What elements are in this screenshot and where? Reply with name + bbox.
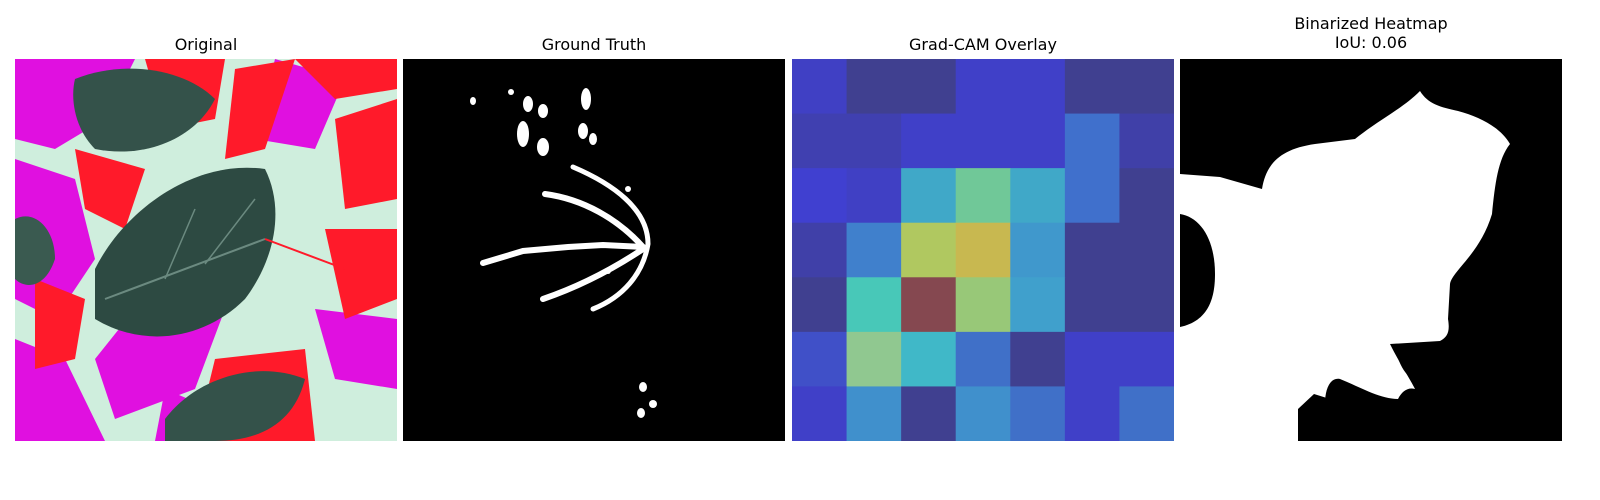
gradcam-cell [1064,222,1120,278]
ground-truth-mask [403,59,785,441]
gradcam-cell [901,222,957,278]
gradcam-cell [1010,59,1066,115]
gradcam-heatmap [792,59,1174,441]
iou-score-label: IoU: 0.06 [1334,33,1408,52]
gradcam-cell [1010,331,1066,387]
gradcam-cell [846,168,902,224]
gradcam-cell [1010,277,1066,333]
gradcam-cell [901,59,957,115]
gradcam-cell [901,331,957,387]
gradcam-cell [792,386,848,441]
gradcam-cell [1010,386,1066,441]
gradcam-cell [792,59,848,115]
gradcam-cell [1119,386,1174,441]
panel-title-original: Original [174,35,238,54]
gradcam-cell [792,277,848,333]
gradcam-cell [792,168,848,224]
gradcam-cell [901,386,957,441]
gradcam-cell [955,59,1011,115]
binarized-heatmap-mask [1180,59,1562,441]
panel-title-ground-truth: Ground Truth [541,35,647,54]
gradcam-cell [1119,222,1174,278]
gradcam-cell [1010,113,1066,169]
gradcam-cell [1119,59,1174,115]
gradcam-cell [955,168,1011,224]
gradcam-cell [1064,386,1120,441]
gradcam-cell [901,277,957,333]
gradcam-cell [955,331,1011,387]
gradcam-cell [846,331,902,387]
gradcam-cell [1119,277,1174,333]
gradcam-cell [955,277,1011,333]
gradcam-cell [901,113,957,169]
original-leaf-image [15,59,397,441]
gradcam-cell [1010,222,1066,278]
gradcam-cell [955,386,1011,441]
gradcam-cell [1064,168,1120,224]
gradcam-cell [955,113,1011,169]
gradcam-cell [1119,113,1174,169]
binarized-title-text: Binarized Heatmap [1294,14,1448,33]
gradcam-cell [846,222,902,278]
panel-title-gradcam-overlay: Grad-CAM Overlay [909,35,1057,54]
gradcam-cell [846,277,902,333]
gradcam-cell [901,168,957,224]
gradcam-cell [1010,168,1066,224]
gradcam-cell [792,113,848,169]
gradcam-cell [955,222,1011,278]
gradcam-cell [792,222,848,278]
gradcam-cell [1119,331,1174,387]
gradcam-cell [1064,113,1120,169]
gradcam-cell [846,386,902,441]
gradcam-cell [1064,277,1120,333]
panel-title-binarized-heatmap: Binarized Heatmap IoU: 0.06 [1180,14,1562,52]
gradcam-cell [1064,331,1120,387]
gradcam-cell [846,59,902,115]
gradcam-cell [792,331,848,387]
gradcam-cell [1064,59,1120,115]
gradcam-cell [1119,168,1174,224]
gradcam-cell [846,113,902,169]
